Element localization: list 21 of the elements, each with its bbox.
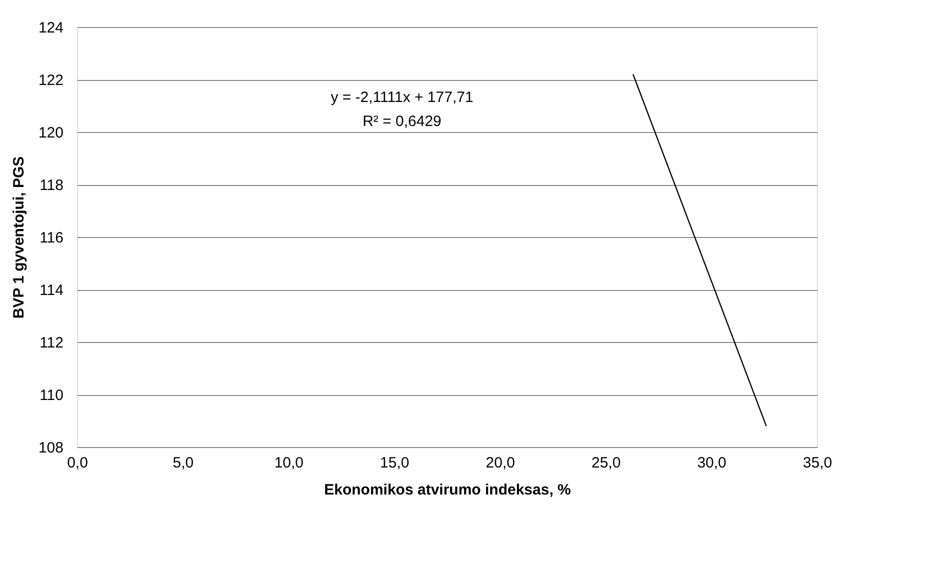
y-tick-label: 120 [38,124,64,142]
x-tick-label: 15,0 [380,454,410,472]
x-axis-title: Ekonomikos atvirumo indeksas, % [324,482,571,498]
y-tick-label: 122 [38,72,64,89]
x-tick-label: 5,0 [172,454,194,472]
x-tick-label: 25,0 [591,454,621,472]
annotation: R² = 0,6429 [362,113,442,130]
y-tick-label: 110 [40,387,64,404]
x-tick-label: 0,0 [67,454,88,472]
y-tick-label: 112 [40,334,64,352]
y-axis-title: BVP 1 gyventojui, PGS [10,156,28,319]
annotation: y = -2,1111x + 177,71 [330,89,474,106]
y-tick-label: 124 [38,20,64,36]
y-tick-label: 118 [40,177,64,194]
x-tick-label: 10,0 [274,454,304,472]
y-tick-label: 108 [38,440,64,456]
y-tick-label: 114 [40,282,64,299]
y-tick-label: 116 [40,230,64,246]
x-tick-label: 35,0 [802,454,832,472]
x-tick-label: 20,0 [486,454,515,472]
x-tick-label: 30,0 [697,454,726,472]
